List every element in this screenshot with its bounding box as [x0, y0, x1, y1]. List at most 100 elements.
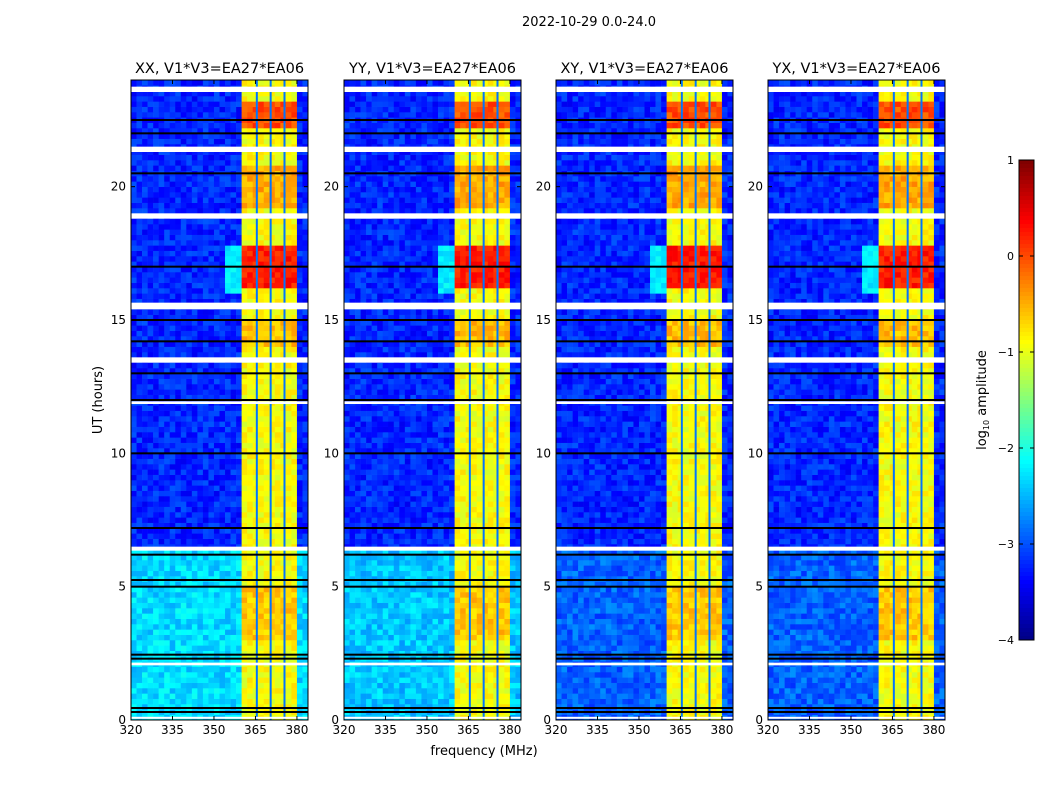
heatmap-cell — [164, 464, 171, 470]
heatmap-cell — [247, 197, 253, 203]
heatmap-cell — [263, 677, 270, 683]
heatmap-cell — [208, 208, 215, 214]
heatmap-cell — [296, 634, 303, 641]
heatmap-cell — [158, 682, 165, 689]
heatmap-cell — [258, 149, 265, 155]
heatmap-cell — [225, 442, 231, 449]
heatmap-cell — [142, 101, 148, 107]
heatmap-cell — [213, 266, 220, 273]
heatmap-cell — [236, 464, 242, 470]
heatmap-cell — [263, 352, 270, 358]
heatmap-cell — [142, 165, 148, 171]
heatmap-cell — [476, 576, 483, 582]
heatmap-cell — [274, 293, 281, 299]
heatmap-cell — [131, 154, 137, 161]
heatmap-cell — [515, 688, 522, 694]
heatmap-cell — [180, 464, 187, 470]
heatmap-cell — [302, 229, 309, 235]
heatmap-cell — [280, 330, 287, 337]
heatmap-cell — [230, 474, 237, 481]
heatmap-cell — [393, 576, 400, 582]
heatmap-cell — [296, 480, 303, 486]
heatmap-cell — [164, 224, 171, 230]
heatmap-cell — [393, 704, 400, 710]
heatmap-cell — [186, 261, 193, 267]
x-tick-label: 320 — [120, 723, 143, 737]
heatmap-cell — [136, 352, 143, 358]
heatmap-cell — [252, 362, 259, 369]
heatmap-cell — [180, 330, 187, 337]
heatmap-cell — [186, 576, 193, 582]
heatmap-cell — [153, 496, 159, 502]
heatmap-cell — [158, 112, 165, 118]
heatmap-cell — [236, 122, 242, 129]
heatmap-cell — [225, 256, 231, 262]
heatmap-cell — [142, 314, 148, 321]
heatmap-cell — [186, 90, 193, 97]
heatmap-cell — [302, 394, 309, 401]
heatmap-cell — [230, 464, 237, 470]
heatmap-cell — [136, 448, 143, 454]
heatmap-cell — [191, 474, 198, 481]
heatmap-cell — [202, 634, 209, 641]
heatmap-cell — [302, 522, 309, 529]
heatmap-cell — [247, 704, 253, 710]
heatmap-cell — [158, 565, 165, 571]
heatmap-cell — [296, 517, 303, 523]
heatmap-cell — [191, 101, 198, 107]
heatmap-cell — [175, 133, 182, 139]
heatmap-cell — [191, 485, 198, 491]
heatmap-cell — [371, 634, 378, 641]
heatmap-cell — [471, 624, 478, 630]
heatmap-cell — [366, 677, 372, 683]
heatmap-cell — [169, 266, 176, 273]
heatmap-cell — [280, 272, 287, 278]
heatmap-cell — [371, 645, 378, 651]
heatmap-cell — [186, 336, 193, 342]
heatmap-cell — [247, 560, 253, 566]
heatmap-cell — [274, 362, 281, 369]
heatmap-cell — [219, 560, 226, 566]
heatmap-cell — [371, 554, 378, 561]
heatmap-cell — [426, 565, 433, 571]
heatmap-cell — [263, 693, 270, 699]
heatmap-cell — [421, 688, 428, 694]
heatmap-cell — [349, 533, 356, 539]
heatmap-cell — [476, 672, 483, 678]
heatmap-cell — [399, 640, 406, 646]
heatmap-cell — [509, 666, 516, 673]
heatmap-cell — [230, 229, 237, 235]
heatmap-cell — [136, 138, 143, 145]
heatmap-cell — [208, 490, 215, 497]
heatmap-cell — [426, 672, 433, 678]
heatmap-cell — [285, 314, 292, 321]
heatmap-cell — [197, 90, 204, 97]
heatmap-cell — [504, 698, 511, 705]
heatmap-cell — [302, 506, 309, 513]
heatmap-cell — [197, 698, 204, 705]
heatmap-cell — [142, 522, 148, 529]
heatmap-cell — [153, 522, 159, 529]
heatmap-cell — [197, 480, 204, 486]
heatmap-cell — [349, 693, 356, 699]
heatmap-cell — [147, 122, 154, 129]
heatmap-cell — [285, 474, 292, 481]
heatmap-cell — [219, 394, 226, 401]
heatmap-cell — [213, 634, 220, 641]
heatmap-cell — [465, 549, 472, 555]
heatmap-cell — [360, 704, 367, 710]
heatmap-cell — [147, 298, 154, 305]
heatmap-cell — [153, 288, 159, 294]
heatmap-cell — [202, 581, 209, 587]
heatmap-cell — [175, 106, 182, 113]
heatmap-cell — [180, 165, 187, 171]
heatmap-cell — [296, 362, 303, 369]
heatmap-cell — [225, 586, 231, 593]
heatmap-cell — [169, 533, 176, 539]
heatmap-cell — [269, 250, 276, 257]
heatmap-cell — [258, 554, 265, 561]
heatmap-cell — [471, 698, 478, 705]
heatmap-cell — [142, 128, 148, 134]
heatmap-cell — [236, 458, 242, 465]
heatmap-cell — [371, 597, 378, 603]
